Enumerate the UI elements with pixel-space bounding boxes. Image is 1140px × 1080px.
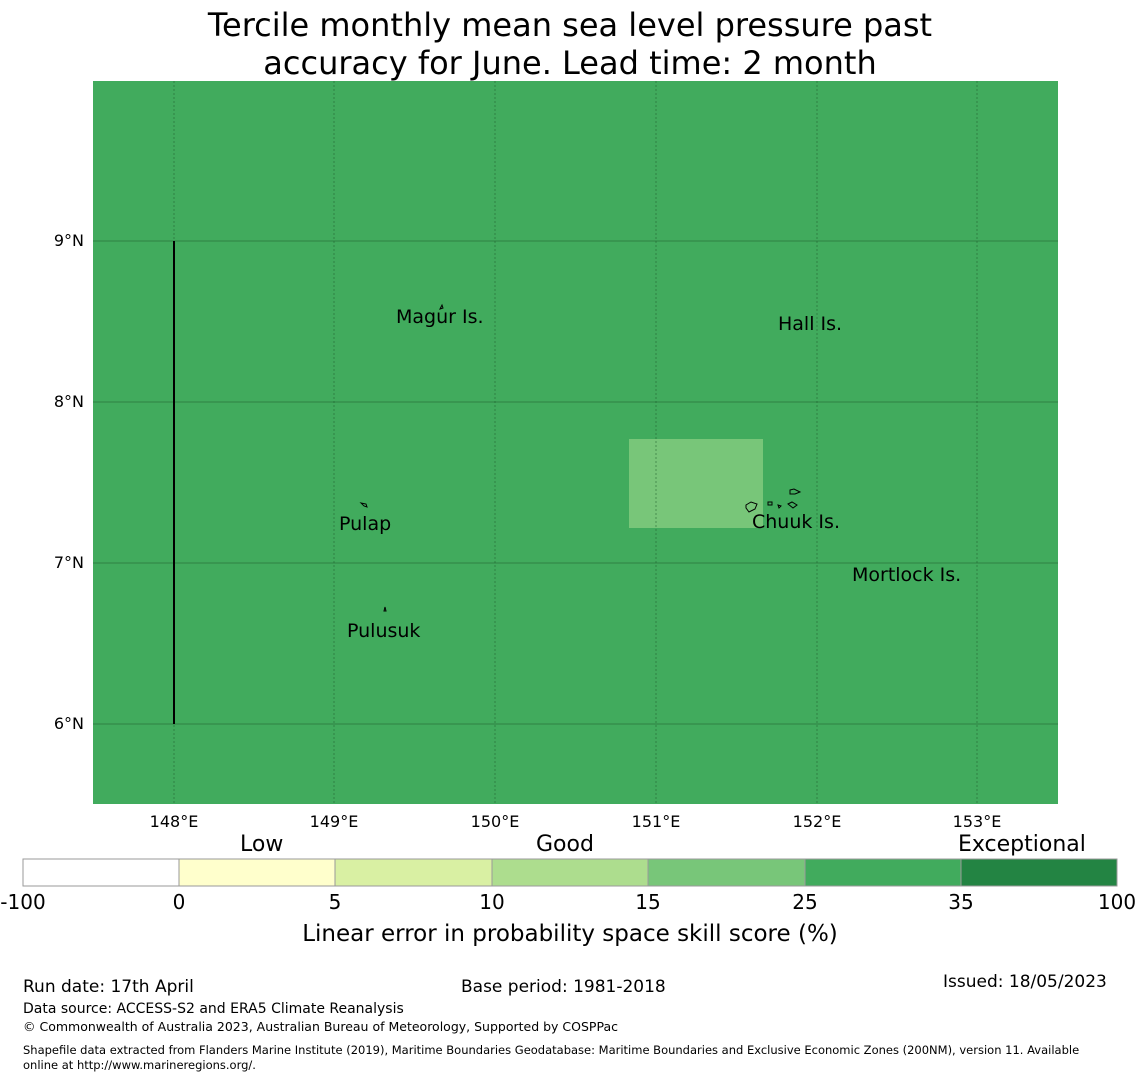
place-label-pulusuk: Pulusuk [347,620,421,642]
run-date: Run date: 17th April [23,977,194,997]
latitude-label-7n: 7°N [53,553,84,572]
place-label-mortlock: Mortlock Is. [852,564,962,586]
island-magur [439,303,444,310]
longitude-label-148e: 148°E [149,812,199,831]
island-chuuk-northeast [789,488,802,495]
latitude-label-8n: 8°N [53,392,84,411]
legend-category-good: Good [536,832,594,857]
shapefile-credit-line-1: Shapefile data extracted from Flanders M… [23,1043,1080,1057]
colorbar-segment-3 [334,858,493,887]
title-line-1: Tercile monthly mean sea level pressure … [207,6,933,44]
island-chuuk-east [787,501,798,509]
chart-title: Tercile monthly mean sea level pressure … [0,6,1140,82]
place-label-pulap: Pulap [339,513,392,535]
island-chuuk-small [777,504,782,509]
colorbar [22,858,1118,887]
colorbar-segment-5 [647,858,806,887]
longitude-label-150e: 150°E [470,812,520,831]
longitude-label-151e: 151°E [631,812,681,831]
legend-category-exceptional: Exceptional [958,832,1086,857]
colorbar-tick-label: 100 [1097,890,1137,914]
colorbar-segment-7 [960,858,1118,887]
copyright-notice: © Commonwealth of Australia 2023, Austra… [23,1019,618,1034]
legend-category-low: Low [240,832,284,857]
colorbar-tick-label: -100 [0,890,46,914]
latitude-label-9n: 9°N [53,231,84,250]
colorbar-tick-label: 35 [948,890,974,914]
colorbar-segment-4 [491,858,649,887]
island-outlines [359,303,802,612]
issued-date: Issued: 18/05/2023 [943,972,1107,992]
higher-skill-cell [629,439,763,528]
longitude-label-153e: 153°E [952,812,1002,831]
latitude-label-6n: 6°N [53,714,84,733]
place-label-hall: Hall Is. [778,313,843,335]
place-label-magur: Magur Is. [396,306,484,328]
island-pulap [359,502,368,508]
colorbar-segment-1 [22,858,180,887]
colorbar-tick-label: 15 [635,890,661,914]
colorbar-axis-title: Linear error in probability space skill … [302,921,838,947]
colorbar-tick-label: 10 [479,890,505,914]
island-chuuk-centre [767,501,773,506]
longitude-label-149e: 149°E [309,812,359,831]
longitude-label-152e: 152°E [792,812,842,831]
colorbar-tick-label: 5 [328,890,342,914]
place-label-chuuk: Chuuk Is. [752,511,840,533]
map-area [93,81,1058,804]
title-line-2: accuracy for June. Lead time: 2 month [263,44,877,82]
data-source: Data source: ACCESS-S2 and ERA5 Climate … [23,1001,404,1017]
island-pulusuk [383,606,387,612]
shapefile-credit-line-2: online at http://www.marineregions.org/. [23,1058,256,1072]
graticule [93,81,1058,804]
colorbar-segment-2 [178,858,336,887]
base-period: Base period: 1981-2018 [461,977,666,997]
colorbar-tick-label: 0 [172,890,186,914]
island-chuuk-west [745,501,758,513]
colorbar-tick-label: 25 [792,890,818,914]
colorbar-segment-6 [804,858,962,887]
